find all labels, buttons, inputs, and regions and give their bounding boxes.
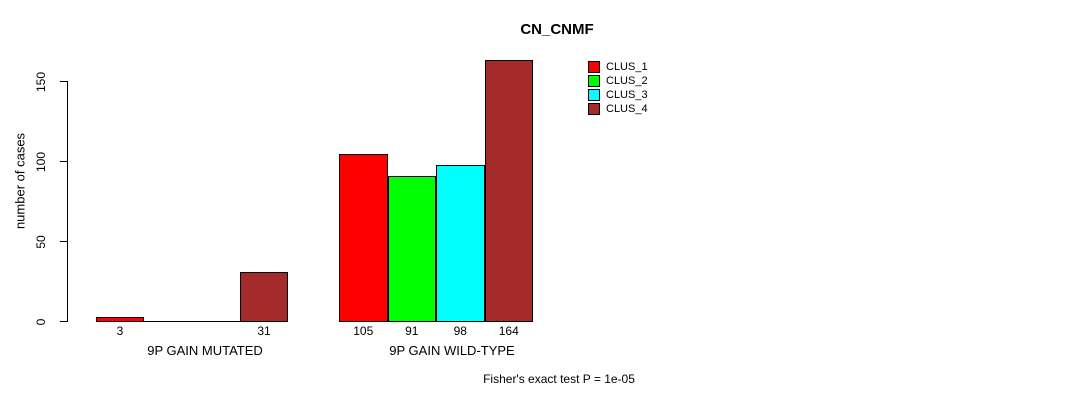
bar-value-label: 31 [257, 324, 271, 338]
x-group-label: 9P GAIN MUTATED [147, 343, 263, 358]
y-axis-label: number of cases [12, 132, 28, 230]
y-axis-tick-label: 150 [34, 71, 48, 92]
y-axis-tick [60, 161, 67, 162]
y-axis-tick-label: 50 [34, 234, 48, 249]
x-group-label: 9P GAIN WILD-TYPE [389, 343, 515, 358]
y-axis-tick [60, 321, 67, 322]
bar-value-label: 91 [405, 324, 419, 338]
y-axis-tick [60, 241, 67, 242]
legend-label: CLUS_3 [606, 89, 648, 101]
bar-value-label: 98 [453, 324, 467, 338]
chart-title: CN_CNMF [520, 21, 594, 38]
legend-label: CLUS_2 [606, 75, 648, 87]
bar-clus-4 [240, 272, 288, 322]
bar-value-label: 164 [498, 324, 519, 338]
y-axis-tick [60, 81, 67, 82]
bar-clus-2 [387, 176, 436, 322]
y-axis-line [67, 81, 68, 322]
bar-value-label: 105 [353, 324, 374, 338]
bar-value-label: 3 [116, 324, 124, 338]
legend-color-swatch-icon [588, 103, 600, 115]
legend-color-swatch-icon [588, 89, 600, 101]
bar-clus-4 [484, 60, 533, 322]
zero-bar-clus-3 [192, 321, 240, 322]
bar-clus-3 [436, 165, 485, 322]
footnote: Fisher's exact test P = 1e-05 [483, 372, 635, 386]
bar-clus-1 [339, 154, 388, 322]
zero-bar-clus-2 [144, 321, 192, 322]
legend-color-swatch-icon [588, 61, 600, 73]
y-axis-tick-label: 100 [34, 151, 48, 172]
legend-label: CLUS_4 [606, 103, 648, 115]
legend-color-swatch-icon [588, 75, 600, 87]
legend-label: CLUS_1 [606, 61, 648, 73]
bar-clus-1 [96, 317, 144, 322]
y-axis-tick-label: 0 [34, 318, 48, 325]
